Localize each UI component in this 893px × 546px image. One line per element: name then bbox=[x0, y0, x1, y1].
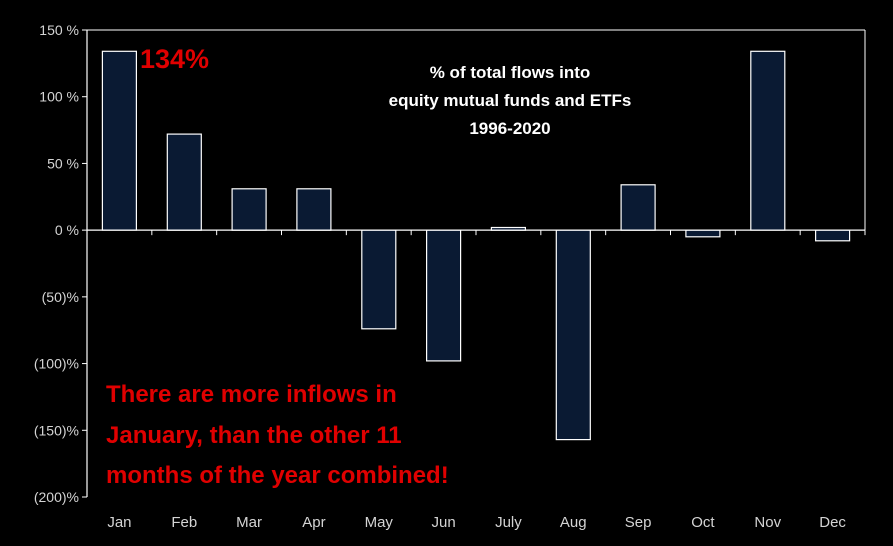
bar-dec bbox=[814, 229, 851, 242]
y-tick-label: 100 % bbox=[39, 89, 79, 105]
x-tick-label: Aug bbox=[560, 514, 587, 531]
y-tick-label: (150)% bbox=[34, 422, 79, 438]
annotation-line-3: months of the year combined! bbox=[106, 462, 449, 489]
x-tick-label: Mar bbox=[236, 514, 262, 531]
x-tick-label: Jun bbox=[431, 514, 455, 531]
bar-may bbox=[361, 229, 397, 330]
bar-aug bbox=[555, 229, 591, 441]
bar-feb bbox=[166, 133, 202, 231]
x-tick-label: Nov bbox=[754, 514, 781, 531]
x-tick-label: Sep bbox=[625, 514, 652, 531]
bar-jun bbox=[426, 229, 462, 362]
annotation-line-1: There are more inflows in bbox=[106, 381, 397, 408]
bar-nov bbox=[750, 50, 786, 231]
chart-title-line-3: 1996-2020 bbox=[469, 119, 550, 138]
annotation-callout: There are more inflows in January, than … bbox=[106, 381, 449, 489]
x-axis-ticks: Jan Feb Mar Apr May Jun July Aug Sep Oct Nov Dec bbox=[86, 230, 866, 531]
bar-jan bbox=[101, 50, 138, 231]
y-tick-label: (100)% bbox=[34, 356, 79, 372]
y-tick-label: (50)% bbox=[42, 289, 79, 305]
x-tick-label: Dec bbox=[819, 514, 846, 531]
y-tick-label: 0 % bbox=[55, 222, 79, 238]
x-tick-label: Oct bbox=[691, 514, 715, 531]
y-tick-label: 150 % bbox=[39, 22, 79, 38]
x-tick-label: Feb bbox=[171, 514, 197, 531]
y-tick-label: 50 % bbox=[47, 155, 79, 171]
bar-mar bbox=[231, 188, 267, 231]
bar-series bbox=[101, 50, 851, 441]
chart-title-line-1: % of total flows into bbox=[430, 63, 591, 82]
bar-sep bbox=[620, 184, 656, 231]
y-tick-label: (200)% bbox=[34, 489, 79, 505]
x-tick-label: Jan bbox=[107, 514, 131, 531]
x-tick-label: July bbox=[495, 514, 522, 531]
bar-apr bbox=[296, 188, 332, 231]
chart-title-line-2: equity mutual funds and ETFs bbox=[389, 91, 632, 110]
y-axis-ticks: 150 % 100 % 50 % 0 % (50)% (100)% (150)% (200)% bbox=[34, 22, 87, 505]
x-tick-label: Apr bbox=[302, 514, 325, 531]
bar-oct bbox=[685, 229, 721, 238]
jan-value-label: 134% bbox=[140, 44, 209, 74]
x-tick-label: May bbox=[365, 514, 394, 531]
chart-title: % of total flows into equity mutual fund… bbox=[389, 63, 632, 138]
annotation-line-2: January, than the other 11 bbox=[106, 422, 402, 449]
